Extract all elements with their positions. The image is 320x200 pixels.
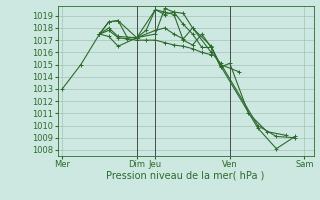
X-axis label: Pression niveau de la mer( hPa ): Pression niveau de la mer( hPa ) [107, 171, 265, 181]
